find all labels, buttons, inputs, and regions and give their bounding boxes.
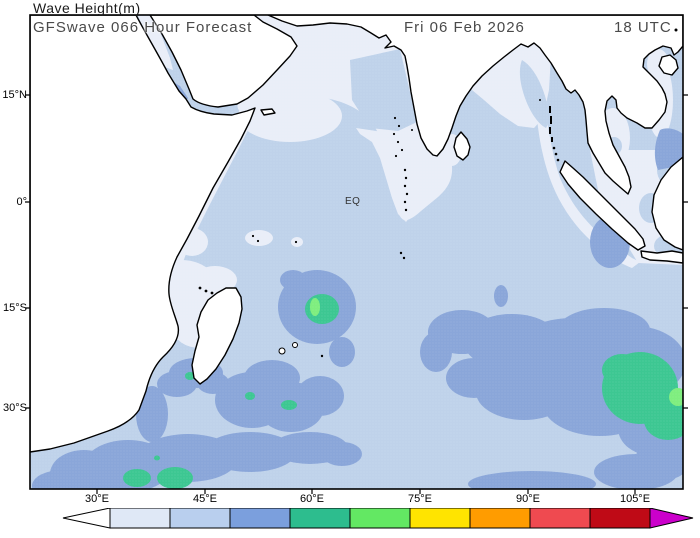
colorbar-left-arrow bbox=[62, 508, 111, 529]
chart-title: Wave Height(m) bbox=[33, 0, 141, 16]
lat-label-30s: 30°S bbox=[3, 402, 27, 414]
colorbar bbox=[62, 508, 694, 529]
land-arabia bbox=[149, 15, 298, 108]
land-asia-mainland bbox=[267, 15, 683, 195]
land-socotra bbox=[260, 108, 276, 116]
wave-height-map bbox=[25, 14, 688, 494]
island-mauritius bbox=[292, 342, 298, 348]
lat-label-15s: 15°S bbox=[3, 302, 27, 314]
lon-label-30e: 30°E bbox=[85, 493, 109, 505]
island-specks bbox=[198, 28, 678, 358]
colorbar-segments bbox=[109, 508, 651, 529]
valid-hour-label: 18 UTC bbox=[614, 19, 672, 36]
map-frame bbox=[29, 14, 684, 490]
lon-label-60e: 60°E bbox=[300, 493, 324, 505]
lon-label-90e: 90°E bbox=[516, 493, 540, 505]
model-run-label: GFSwave 066 Hour Forecast bbox=[33, 19, 253, 36]
lat-label-0: 0° bbox=[16, 196, 27, 208]
valid-date-label: Fri 06 Feb 2026 bbox=[404, 19, 525, 36]
land-sumatra bbox=[559, 160, 646, 251]
land-sri-lanka bbox=[453, 131, 471, 161]
land-africa bbox=[30, 15, 256, 453]
gfswave-forecast-chart: { "title": "Wave Height(m)", "header": {… bbox=[2, 0, 694, 529]
land-hainan bbox=[658, 54, 679, 76]
lon-label-45e: 45°E bbox=[193, 493, 217, 505]
island-reunion bbox=[278, 347, 286, 355]
equator-label: EQ bbox=[345, 196, 361, 207]
land-java bbox=[640, 250, 683, 264]
lat-label-15n: 15°N bbox=[2, 89, 27, 101]
axis-ticks bbox=[25, 94, 688, 494]
land-madagascar bbox=[191, 287, 243, 385]
lon-label-75e: 75°E bbox=[408, 493, 432, 505]
colorbar-right-arrow bbox=[649, 508, 694, 529]
lon-label-105e: 105°E bbox=[619, 493, 651, 505]
landmasses bbox=[30, 15, 683, 453]
land-borneo bbox=[651, 156, 683, 251]
